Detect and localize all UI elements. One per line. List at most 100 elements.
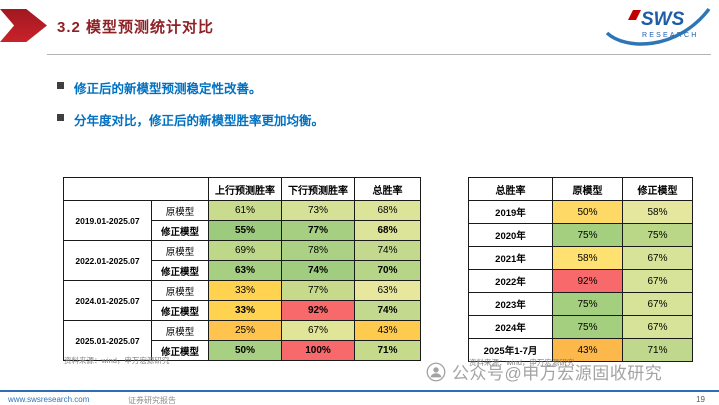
value-cell: 43%	[552, 338, 623, 362]
value-cell: 77%	[281, 280, 355, 301]
value-cell: 43%	[354, 320, 421, 341]
person-circle-icon	[426, 362, 446, 381]
sws-research-logo: SWS RESEARCH	[605, 3, 713, 53]
value-cell: 74%	[354, 240, 421, 261]
value-cell: 63%	[208, 260, 282, 281]
value-cell: 75%	[552, 223, 623, 247]
bullet-text: 修正后的新模型预测稳定性改善。	[74, 82, 262, 96]
value-cell: 67%	[281, 320, 355, 341]
red-chevron-decoration	[0, 9, 47, 42]
year-cell: 2019年	[468, 200, 553, 224]
model-cell: 原模型	[151, 320, 209, 341]
right-table: 总胜率 原模型 修正模型 2019年 50% 58% 2020年 75% 75%…	[468, 177, 693, 362]
value-cell: 61%	[208, 200, 282, 221]
value-cell: 71%	[622, 338, 693, 362]
sws-logo-graphic: SWS RESEARCH	[605, 7, 711, 46]
page-title: 3.2 模型预测统计对比	[57, 19, 215, 36]
value-cell: 55%	[208, 220, 282, 241]
period-cell: 2019.01-2025.07	[63, 200, 152, 241]
table-row: 2022.01-2025.07 原模型 69% 78% 74%	[63, 240, 421, 281]
value-cell: 75%	[622, 223, 693, 247]
bullet-item: 修正后的新模型预测稳定性改善。	[57, 78, 324, 97]
model-cell: 原模型	[151, 200, 209, 221]
column-header: 总胜率	[354, 177, 421, 201]
value-cell: 75%	[552, 315, 623, 339]
page-number: 19	[696, 395, 705, 404]
watermark-text: 公众号@申万宏源固收研究	[452, 364, 663, 383]
bullet-marker-icon	[57, 82, 64, 89]
source-note-left: 资料来源：wind，申万宏源研究	[64, 356, 170, 365]
value-cell: 50%	[208, 340, 282, 361]
table-row: 2021年 58% 67%	[468, 246, 693, 270]
value-cell: 67%	[622, 269, 693, 293]
year-cell: 2024年	[468, 315, 553, 339]
left-table-header-row: 上行预测胜率 下行预测胜率 总胜率	[63, 177, 421, 201]
footer-url: www.swsresearch.com	[8, 395, 90, 404]
year-cell: 2020年	[468, 223, 553, 247]
source-note-right: 资料来源：wind，申万宏源研究	[469, 358, 575, 367]
year-cell: 2021年	[468, 246, 553, 270]
column-header: 下行预测胜率	[281, 177, 355, 201]
value-cell: 67%	[622, 315, 693, 339]
table-row: 2020年 75% 75%	[468, 223, 693, 247]
column-header: 上行预测胜率	[208, 177, 282, 201]
model-cell: 原模型	[151, 280, 209, 301]
value-cell: 68%	[354, 200, 421, 221]
model-cell: 修正模型	[151, 220, 209, 241]
value-cell: 33%	[208, 300, 282, 321]
column-header: 原模型	[552, 177, 623, 201]
value-cell: 78%	[281, 240, 355, 261]
model-cell: 原模型	[151, 240, 209, 261]
period-cell: 2025.01-2025.07	[63, 320, 152, 361]
value-cell: 77%	[281, 220, 355, 241]
watermark: 公众号@申万宏源固收研究	[426, 359, 662, 384]
table-row: 2025.01-2025.07 原模型 25% 67% 43%	[63, 320, 421, 361]
year-cell: 2025年1-7月	[468, 338, 553, 362]
bullet-list: 修正后的新模型预测稳定性改善。 分年度对比，修正后的新模型胜率更加均衡。	[57, 78, 324, 142]
value-cell: 33%	[208, 280, 282, 301]
model-cell: 修正模型	[151, 260, 209, 281]
value-cell: 67%	[622, 292, 693, 316]
table-row: 2024年 75% 67%	[468, 315, 693, 339]
bullet-marker-icon	[57, 114, 64, 121]
value-cell: 74%	[354, 300, 421, 321]
value-cell: 25%	[208, 320, 282, 341]
table-row: 2019年 50% 58%	[468, 200, 693, 224]
blank-header-cell	[63, 177, 209, 201]
value-cell: 92%	[552, 269, 623, 293]
value-cell: 92%	[281, 300, 355, 321]
logo-brand-text: SWS	[641, 9, 685, 30]
left-table: 上行预测胜率 下行预测胜率 总胜率 2019.01-2025.07 原模型 61…	[63, 177, 421, 361]
table-row: 修正模型 50% 100% 71%	[64, 340, 421, 361]
year-cell: 2022年	[468, 269, 553, 293]
table-row: 2024.01-2025.07 原模型 33% 77% 63%	[63, 280, 421, 321]
right-table-header-row: 总胜率 原模型 修正模型	[468, 177, 693, 201]
table-row: 2019.01-2025.07 原模型 61% 73% 68%	[63, 200, 421, 241]
value-cell: 75%	[552, 292, 623, 316]
footer-divider	[0, 390, 719, 392]
value-cell: 50%	[552, 200, 623, 224]
value-cell: 68%	[354, 220, 421, 241]
value-cell: 63%	[354, 280, 421, 301]
value-cell: 73%	[281, 200, 355, 221]
year-cell: 2023年	[468, 292, 553, 316]
period-cell: 2022.01-2025.07	[63, 240, 152, 281]
value-cell: 58%	[552, 246, 623, 270]
header-divider	[47, 54, 711, 55]
corner-header: 总胜率	[468, 177, 553, 201]
value-cell: 100%	[281, 340, 355, 361]
value-cell: 58%	[622, 200, 693, 224]
value-cell: 69%	[208, 240, 282, 261]
value-cell: 74%	[281, 260, 355, 281]
bullet-item: 分年度对比，修正后的新模型胜率更加均衡。	[57, 110, 324, 129]
column-header: 修正模型	[622, 177, 693, 201]
value-cell: 71%	[354, 340, 421, 361]
footer-report-label: 证券研究报告	[128, 396, 176, 405]
logo-sub-text: RESEARCH	[642, 32, 699, 39]
table-row: 2022年 92% 67%	[468, 269, 693, 293]
table-row: 2025年1-7月 43% 71%	[468, 338, 693, 362]
bullet-text: 分年度对比，修正后的新模型胜率更加均衡。	[74, 114, 325, 128]
value-cell: 70%	[354, 260, 421, 281]
period-cell: 2024.01-2025.07	[63, 280, 152, 321]
